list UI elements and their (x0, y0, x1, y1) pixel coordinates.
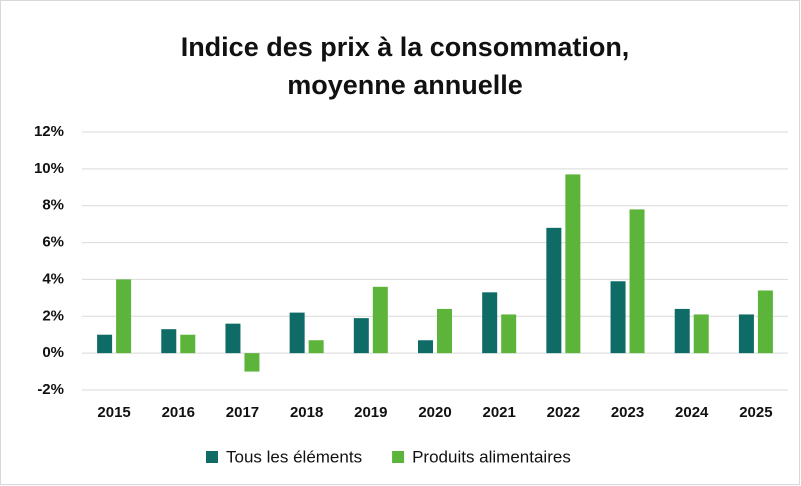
bar (693, 314, 709, 354)
y-tick-label: 2% (42, 307, 64, 324)
x-tick-label: 2021 (482, 404, 515, 421)
y-tick-label: 12% (34, 123, 64, 140)
legend-label: Tous les éléments (226, 447, 362, 466)
bar (565, 174, 581, 354)
bar (738, 314, 754, 354)
bar (418, 340, 433, 354)
bar (161, 329, 177, 354)
y-tick-label: -2% (37, 381, 64, 398)
bar (353, 318, 369, 354)
y-tick-label: 4% (42, 270, 64, 287)
chart-title: moyenne annuelle (287, 70, 523, 100)
bar (372, 286, 388, 354)
bar (501, 314, 517, 354)
x-tick-label: 2016 (162, 404, 195, 421)
y-tick-label: 6% (42, 234, 64, 251)
bar (244, 353, 260, 372)
x-tick-label: 2023 (611, 404, 644, 421)
x-tick-label: 2018 (290, 404, 323, 421)
legend-swatch (392, 451, 405, 463)
x-tick-label: 2025 (739, 404, 772, 421)
bar (629, 209, 645, 354)
legend-label: Produits alimentaires (412, 447, 571, 466)
bar (97, 334, 113, 354)
x-tick-label: 2020 (418, 404, 451, 421)
bar (116, 279, 132, 354)
x-tick-label: 2015 (97, 404, 130, 421)
x-tick-label: 2022 (547, 404, 580, 421)
bar (289, 312, 305, 354)
bar (757, 290, 773, 354)
bar (437, 308, 452, 354)
bar (674, 308, 690, 354)
bar (308, 340, 324, 354)
x-tick-label: 2017 (226, 404, 259, 421)
legend-swatch (206, 451, 218, 463)
bar (225, 323, 241, 354)
bar (546, 227, 562, 354)
x-tick-label: 2019 (354, 404, 387, 421)
y-tick-label: 10% (34, 160, 64, 177)
chart-title: Indice des prix à la consommation, (181, 32, 630, 62)
y-tick-label: 8% (42, 197, 64, 214)
x-tick-label: 2024 (675, 404, 709, 421)
y-tick-label: 0% (42, 344, 64, 361)
bar (180, 334, 196, 354)
bar (482, 292, 498, 354)
bar (610, 281, 626, 354)
